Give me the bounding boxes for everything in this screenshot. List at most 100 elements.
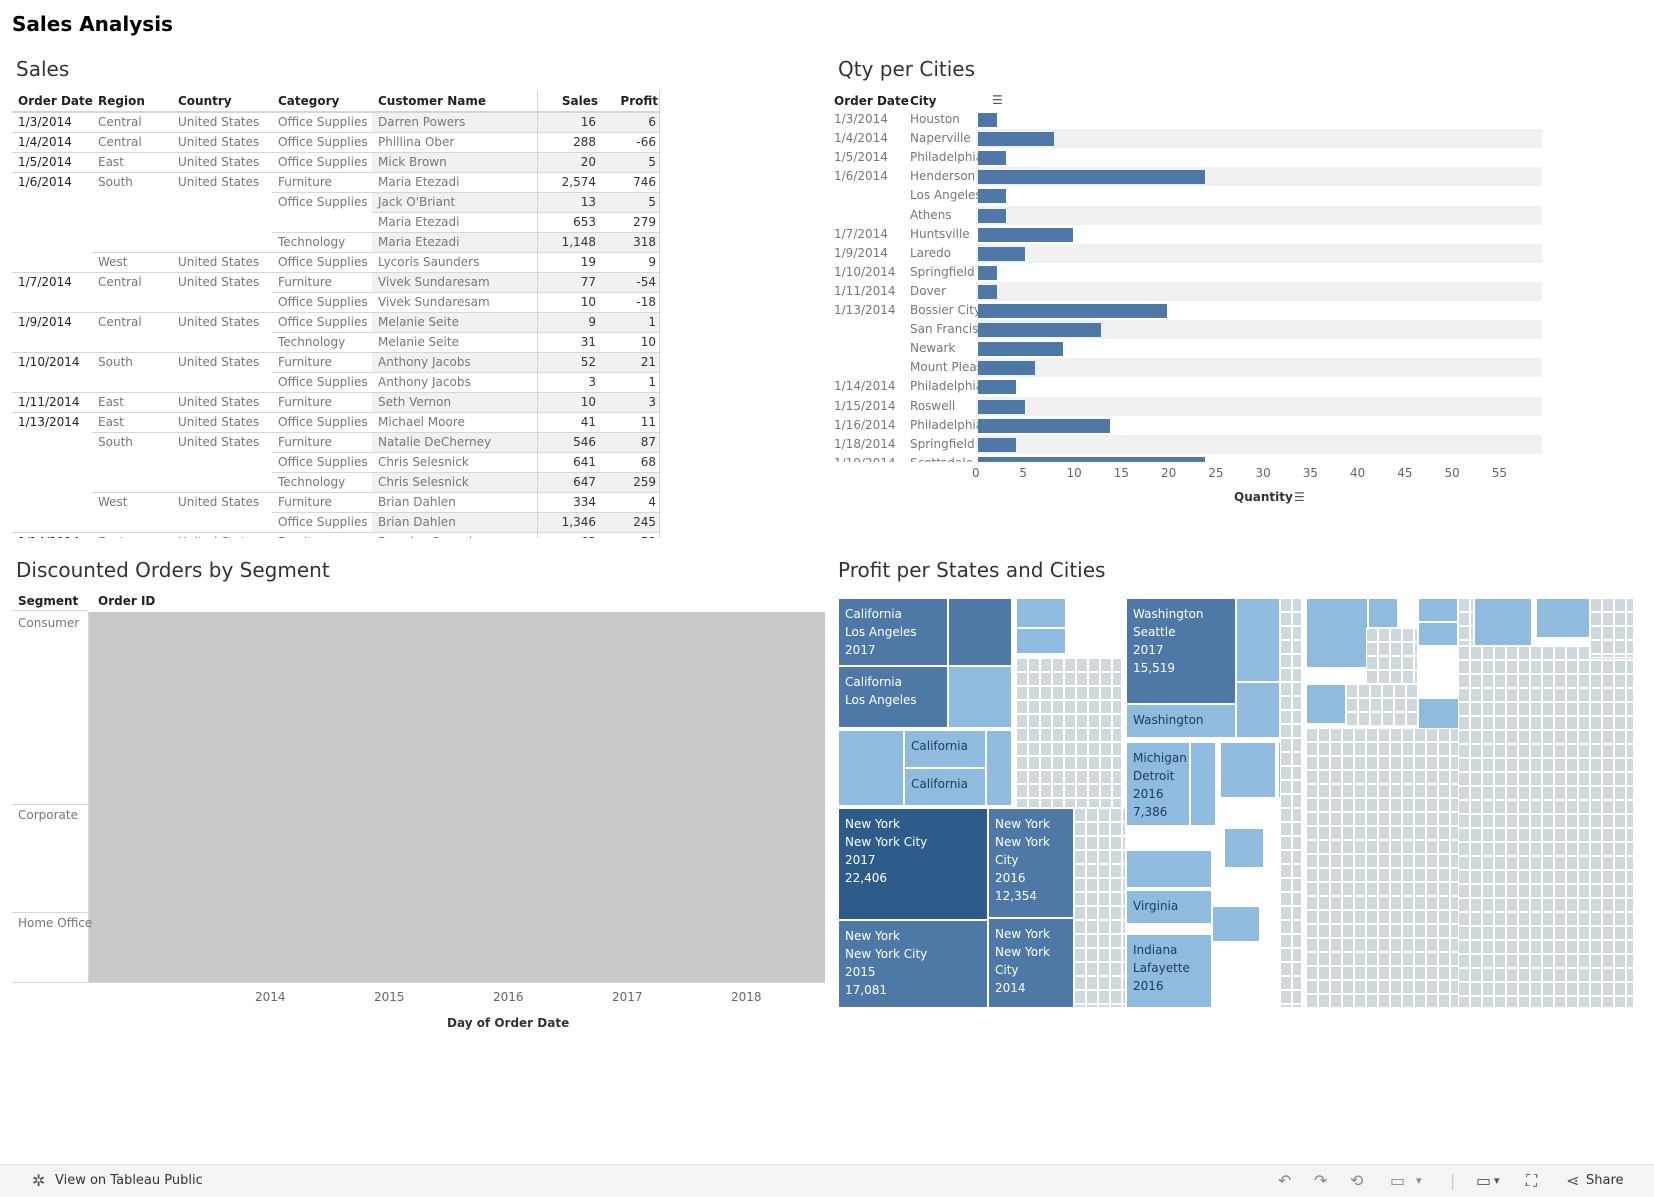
treemap-cell[interactable] bbox=[1292, 626, 1302, 640]
treemap-cell[interactable] bbox=[1542, 702, 1554, 716]
treemap-cell[interactable] bbox=[1366, 980, 1378, 994]
treemap-cell[interactable] bbox=[1626, 674, 1634, 688]
treemap-cell[interactable] bbox=[1366, 938, 1378, 952]
treemap-cell[interactable] bbox=[1330, 770, 1342, 784]
customer-cell[interactable]: Melanie Seite bbox=[378, 315, 459, 329]
treemap-cell[interactable] bbox=[1506, 884, 1518, 898]
treemap-cell[interactable] bbox=[1378, 628, 1390, 642]
treemap-cell[interactable] bbox=[1494, 842, 1506, 856]
treemap-cell[interactable] bbox=[1280, 962, 1292, 976]
treemap-cell[interactable] bbox=[1306, 798, 1318, 812]
treemap-cell[interactable] bbox=[1530, 800, 1542, 814]
treemap-cell[interactable] bbox=[1346, 698, 1358, 712]
treemap-cell[interactable] bbox=[1402, 910, 1414, 924]
customer-cell[interactable]: Vivek Sundaresam bbox=[378, 295, 490, 309]
treemap-cell[interactable] bbox=[1040, 756, 1052, 770]
treemap-cell[interactable] bbox=[1614, 940, 1626, 954]
treemap-cell[interactable] bbox=[1112, 742, 1122, 756]
treemap-cell[interactable] bbox=[1614, 786, 1626, 800]
customer-cell[interactable]: Maria Etezadi bbox=[378, 235, 460, 249]
treemap-cell[interactable] bbox=[1354, 826, 1366, 840]
treemap-cell[interactable] bbox=[1076, 756, 1088, 770]
treemap-cell[interactable] bbox=[1590, 674, 1602, 688]
treemap-cell[interactable] bbox=[1378, 882, 1390, 896]
treemap-cell[interactable] bbox=[1590, 912, 1602, 926]
treemap-cell[interactable] bbox=[1426, 798, 1438, 812]
treemap-cell[interactable] bbox=[1342, 812, 1354, 826]
treemap-cell[interactable] bbox=[1506, 800, 1518, 814]
treemap-cell[interactable] bbox=[1280, 668, 1292, 682]
treemap-cell[interactable] bbox=[1614, 688, 1626, 702]
treemap-cell[interactable] bbox=[1482, 646, 1494, 660]
treemap-cell[interactable] bbox=[1318, 938, 1330, 952]
treemap-cell[interactable] bbox=[1366, 670, 1378, 684]
treemap-cell[interactable] bbox=[1482, 912, 1494, 926]
treemap-cell[interactable] bbox=[1100, 756, 1112, 770]
treemap-cell[interactable] bbox=[948, 598, 1012, 666]
treemap-cell[interactable] bbox=[1426, 840, 1438, 854]
treemap-cell[interactable] bbox=[1518, 660, 1530, 674]
treemap-cell[interactable] bbox=[1506, 954, 1518, 968]
treemap-cell[interactable] bbox=[1064, 728, 1076, 742]
treemap-cell[interactable] bbox=[1458, 870, 1470, 884]
treemap-cell[interactable] bbox=[1494, 660, 1506, 674]
treemap-cell[interactable] bbox=[1626, 612, 1634, 626]
treemap-cell[interactable] bbox=[1212, 906, 1260, 942]
treemap-cell[interactable] bbox=[1482, 884, 1494, 898]
treemap-cell[interactable] bbox=[1458, 898, 1470, 912]
share-button[interactable]: Share bbox=[1586, 1173, 1624, 1188]
treemap-cell[interactable] bbox=[1342, 980, 1354, 994]
qty-city-cell[interactable]: Huntsville bbox=[910, 226, 970, 241]
treemap-cell[interactable] bbox=[1040, 742, 1052, 756]
treemap-cell[interactable] bbox=[1426, 882, 1438, 896]
profit-cell[interactable]: -66 bbox=[636, 135, 656, 149]
treemap-cell[interactable] bbox=[1074, 836, 1086, 850]
country-cell[interactable]: United States bbox=[178, 115, 260, 129]
treemap-cell[interactable] bbox=[1426, 966, 1438, 980]
undo-icon[interactable]: ↶ bbox=[1278, 1171, 1292, 1190]
treemap-cell[interactable]: California Los Angeles 2017 bbox=[838, 598, 948, 666]
treemap-cell[interactable] bbox=[1554, 926, 1566, 940]
customer-cell[interactable]: Michael Moore bbox=[378, 415, 465, 429]
treemap-cell[interactable] bbox=[1602, 842, 1614, 856]
treemap-cell[interactable] bbox=[1342, 840, 1354, 854]
treemap-cell[interactable] bbox=[1112, 798, 1122, 808]
treemap-cell[interactable] bbox=[1098, 906, 1110, 920]
profit-cell[interactable]: 279 bbox=[633, 215, 656, 229]
treemap-cell[interactable] bbox=[1122, 948, 1126, 962]
treemap-cell[interactable] bbox=[1482, 926, 1494, 940]
country-cell[interactable]: United States bbox=[178, 155, 260, 169]
treemap-cell[interactable] bbox=[1542, 814, 1554, 828]
treemap-cell[interactable] bbox=[1566, 912, 1578, 926]
treemap-cell[interactable] bbox=[1402, 882, 1414, 896]
treemap-cell[interactable] bbox=[1602, 674, 1614, 688]
treemap-cell[interactable] bbox=[1506, 674, 1518, 688]
sales-cell[interactable]: 1,346 bbox=[561, 515, 596, 529]
treemap-cell[interactable] bbox=[1590, 996, 1602, 1008]
treemap-cell[interactable] bbox=[1122, 822, 1126, 836]
treemap-cell[interactable] bbox=[1354, 938, 1366, 952]
treemap-cell[interactable] bbox=[1426, 924, 1438, 938]
treemap-cell[interactable] bbox=[1076, 784, 1088, 798]
treemap-cell[interactable] bbox=[1342, 756, 1354, 770]
treemap-cell[interactable] bbox=[1016, 658, 1028, 672]
country-cell[interactable]: United States bbox=[178, 435, 260, 449]
treemap-cell[interactable] bbox=[1482, 898, 1494, 912]
treemap-cell[interactable] bbox=[1402, 938, 1414, 952]
treemap-cell[interactable] bbox=[1470, 626, 1474, 640]
qty-order-date-cell[interactable]: 1/9/2014 bbox=[834, 245, 888, 260]
treemap-cell[interactable] bbox=[1458, 954, 1470, 968]
treemap-cell[interactable] bbox=[1382, 712, 1394, 726]
treemap-cell[interactable] bbox=[1354, 798, 1366, 812]
treemap-cell[interactable] bbox=[1470, 954, 1482, 968]
country-cell[interactable]: United States bbox=[178, 135, 260, 149]
treemap-cell[interactable] bbox=[1052, 784, 1064, 798]
treemap-cell[interactable] bbox=[1366, 840, 1378, 854]
treemap-cell[interactable] bbox=[1390, 756, 1402, 770]
treemap-cell[interactable] bbox=[1306, 980, 1318, 994]
treemap-cell[interactable] bbox=[1086, 864, 1098, 878]
treemap-cell[interactable] bbox=[1292, 654, 1302, 668]
treemap-cell[interactable] bbox=[1590, 772, 1602, 786]
treemap-cell[interactable] bbox=[1342, 924, 1354, 938]
qty-city-cell[interactable]: Bossier City bbox=[910, 303, 982, 317]
